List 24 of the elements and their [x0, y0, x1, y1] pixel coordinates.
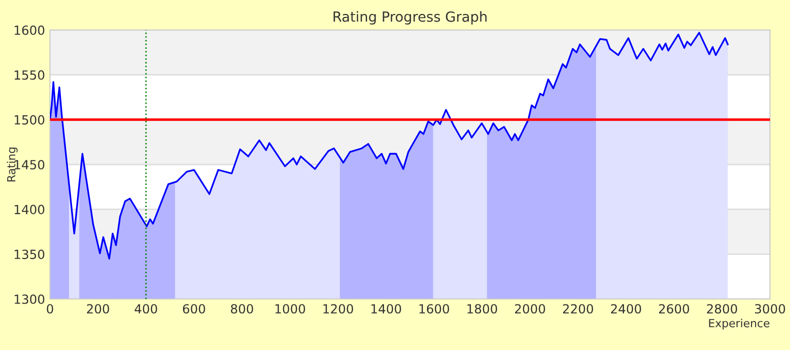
y-tick-label: 1300	[14, 294, 44, 304]
y-tick-label: 1400	[14, 204, 44, 214]
x-tick-label: 2000	[515, 304, 546, 314]
x-tick-label: 1000	[275, 304, 306, 314]
x-tick-label: 2800	[707, 304, 738, 314]
x-tick-label: 1600	[419, 304, 450, 314]
y-tick-label: 1500	[14, 115, 44, 125]
x-tick-label: 2600	[659, 304, 690, 314]
x-tick-label: 1200	[323, 304, 354, 314]
x-tick-label: 0	[46, 304, 54, 314]
x-tick-label: 200	[86, 304, 110, 314]
y-tick-label: 1550	[14, 70, 44, 80]
y-tick-label: 1350	[14, 250, 44, 260]
x-tick-label: 1400	[371, 304, 402, 314]
chart-title: Rating Progress Graph	[334, 11, 487, 25]
x-tick-label: 3000	[755, 304, 786, 314]
x-tick-label: 600	[182, 304, 206, 314]
x-axis-title: Experience	[709, 318, 770, 330]
x-tick-label: 1800	[467, 304, 498, 314]
x-tick-label: 400	[134, 304, 158, 314]
x-tick-label: 2400	[611, 304, 642, 314]
x-tick-label: 800	[230, 304, 254, 314]
x-tick-label: 2200	[563, 304, 594, 314]
y-tick-label: 1600	[14, 25, 44, 35]
